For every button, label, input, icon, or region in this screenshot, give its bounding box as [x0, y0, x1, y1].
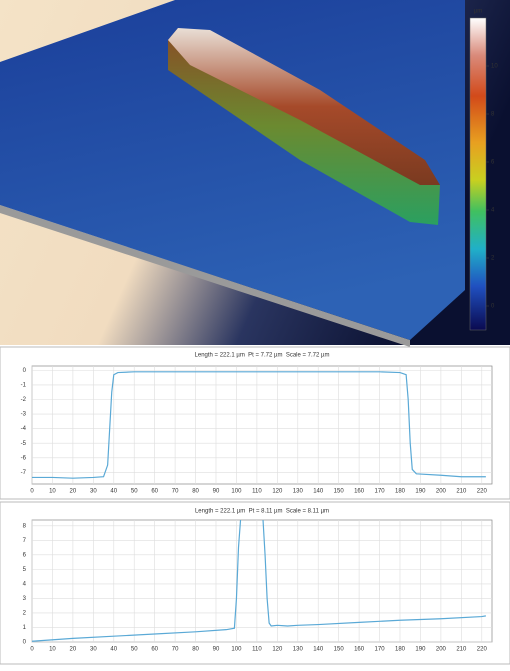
y-tick-label: -2 [21, 397, 27, 403]
colorbar-unit: µm [474, 9, 482, 15]
x-tick-label: 170 [375, 489, 386, 495]
page: µm0246810Length = 222.1 µm Pt = 7.72 µm … [0, 0, 510, 666]
chart-title: Length = 222.1 µm Pt = 8.11 µm Scale = 8… [195, 509, 329, 515]
x-tick-label: 200 [436, 647, 447, 653]
x-tick-label: 60 [151, 489, 158, 495]
x-tick-label: 120 [272, 647, 283, 653]
x-tick-label: 90 [213, 647, 220, 653]
x-tick-label: 100 [231, 647, 242, 653]
x-tick-label: 50 [131, 647, 138, 653]
x-tick-label: 210 [456, 647, 467, 653]
x-tick-label: 220 [477, 647, 488, 653]
x-tick-label: 80 [192, 489, 199, 495]
x-tick-label: 190 [415, 489, 426, 495]
x-tick-label: 50 [131, 489, 138, 495]
x-tick-label: 10 [49, 489, 56, 495]
y-tick-label: -1 [21, 383, 27, 389]
x-tick-label: 90 [213, 489, 220, 495]
x-tick-label: 20 [70, 489, 77, 495]
x-tick-label: 110 [252, 647, 262, 653]
x-tick-label: 70 [172, 489, 179, 495]
y-tick-label: -5 [21, 441, 27, 447]
colorbar [470, 18, 486, 330]
x-tick-label: 150 [334, 489, 345, 495]
y-tick-label: -7 [21, 470, 27, 476]
x-tick-label: 100 [231, 489, 242, 495]
profile-panel [0, 502, 510, 664]
x-tick-label: 140 [313, 647, 324, 653]
x-tick-label: 40 [110, 489, 117, 495]
x-tick-label: 160 [354, 489, 365, 495]
profile-panel [0, 347, 510, 499]
x-tick-label: 60 [151, 647, 158, 653]
x-tick-label: 20 [70, 647, 77, 653]
x-tick-label: 180 [395, 489, 406, 495]
x-tick-label: 80 [192, 647, 199, 653]
y-tick-label: -3 [21, 412, 27, 418]
x-tick-label: 160 [354, 647, 365, 653]
y-tick-label: -4 [21, 426, 27, 432]
x-tick-label: 120 [272, 489, 283, 495]
x-tick-label: 130 [293, 647, 304, 653]
x-tick-label: 130 [293, 489, 304, 495]
x-tick-label: 30 [90, 489, 97, 495]
x-tick-label: 30 [90, 647, 97, 653]
x-tick-label: 210 [456, 489, 467, 495]
x-tick-label: 70 [172, 647, 179, 653]
x-tick-label: 150 [334, 647, 345, 653]
x-tick-label: 190 [415, 647, 426, 653]
x-tick-label: 220 [477, 489, 488, 495]
colorbar-tick-label: 10 [491, 64, 498, 70]
x-tick-label: 170 [375, 647, 386, 653]
x-tick-label: 200 [436, 489, 447, 495]
x-tick-label: 110 [252, 489, 262, 495]
x-tick-label: 180 [395, 647, 406, 653]
x-tick-label: 140 [313, 489, 324, 495]
chart-title: Length = 222.1 µm Pt = 7.72 µm Scale = 7… [195, 353, 330, 359]
y-tick-label: -6 [21, 455, 27, 461]
x-tick-label: 10 [49, 647, 56, 653]
x-tick-label: 40 [110, 647, 117, 653]
